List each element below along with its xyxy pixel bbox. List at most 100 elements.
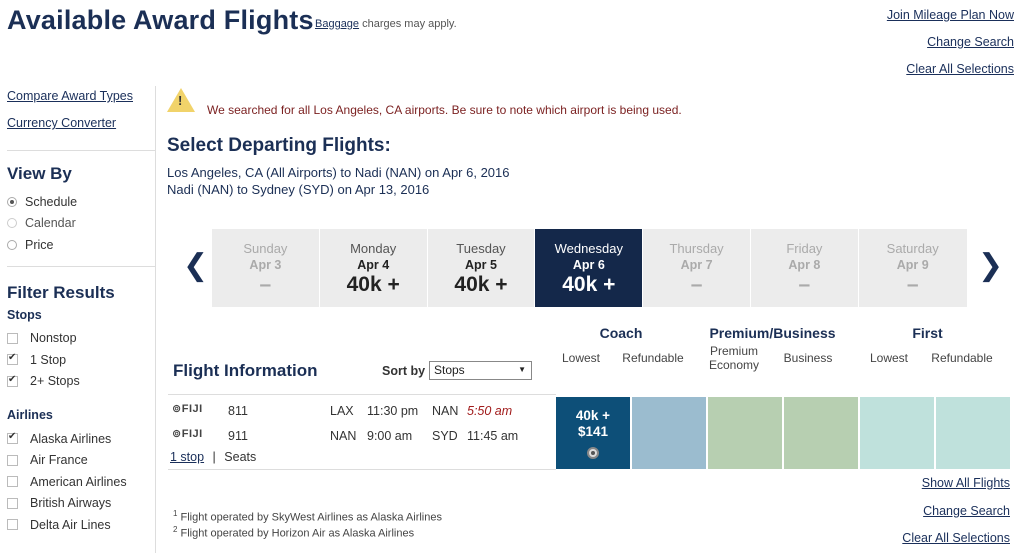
fare-coach-lowest[interactable]: 40k + $141 [556,397,630,469]
filter-air-france[interactable]: Air France [7,450,147,472]
filter-label: Air France [30,453,88,468]
view-option-label: Price [25,237,54,252]
stops-link[interactable]: 1 stop [170,450,205,464]
baggage-note-text: charges may apply. [359,18,457,30]
fare-coach-refundable [632,397,706,469]
date-day: Wednesday [554,241,623,256]
join-mileage-plan-link[interactable]: Join Mileage Plan Now [886,8,1014,22]
chevron-right-icon[interactable]: ❯ [978,249,1004,282]
checkbox-checked-icon[interactable] [7,431,18,445]
departure-time: 11:30 pm [367,404,419,418]
filter-label: Delta Air Lines [30,517,111,532]
flight-number: 811 [228,404,248,418]
date-cell-monday[interactable]: Monday Apr 4 40k + [319,229,428,307]
date-date: Apr 9 [896,258,929,272]
checkbox-checked-icon[interactable] [7,374,18,387]
date-cell-sunday[interactable]: Sunday Apr 3 – [212,229,320,307]
flight-number: 911 [228,429,248,443]
checkbox-icon[interactable] [7,476,18,488]
select-departing-title: Select Departing Flights: [167,135,391,156]
filter-nonstop[interactable]: Nonstop [7,328,147,350]
warning-icon-mark: ! [178,93,183,108]
show-all-flights-link[interactable]: Show All Flights [921,476,1010,490]
business-label: Business [783,351,833,365]
row-divider [168,394,556,395]
date-price: 40k + [454,273,508,296]
fare-first-refundable [936,397,1010,469]
date-day: Friday [786,241,823,256]
change-search-link-bottom[interactable]: Change Search [923,503,1010,518]
radio-icon[interactable] [7,239,17,250]
filter-2-plus-stops[interactable]: 2+ Stops [7,371,147,393]
change-search-link[interactable]: Change Search [927,35,1014,49]
fare-cash: $141 [577,424,609,439]
fare-first-lowest [860,397,934,469]
coach-refundable-label: Refundable [622,351,684,365]
date-cell-tuesday[interactable]: Tuesday Apr 5 40k + [427,229,536,307]
sidebar-separator [7,265,155,267]
compare-award-types-link[interactable]: Compare Award Types [7,89,133,103]
caret-down-icon: ▼ [518,365,526,374]
radio-icon[interactable] [7,218,17,229]
view-by-schedule[interactable]: Schedule [7,191,147,213]
filter-american-airlines[interactable]: American Airlines [7,471,147,493]
date-cell-friday[interactable]: Friday Apr 8 – [750,229,859,307]
clear-all-selections-link[interactable]: Clear All Selections [906,62,1014,76]
radio-icon[interactable] [7,196,17,207]
clear-all-selections-link-bottom[interactable]: Clear All Selections [902,531,1010,545]
date-day: Saturday [886,241,939,256]
sidebar: Compare Award Types Currency Converter V… [7,86,155,536]
date-cell-wednesday[interactable]: Wednesday Apr 6 40k + [535,229,644,307]
date-date: Apr 3 [249,258,282,272]
chevron-left-icon[interactable]: ❮ [183,249,209,282]
fare-radio-icon[interactable] [587,447,599,459]
date-day: Thursday [669,241,724,256]
alert-text: We searched for all Los Angeles, CA airp… [207,103,682,117]
first-header: First [912,325,943,341]
route-line: Los Angeles, CA (All Airports) to Nadi (… [167,165,510,180]
date-price: 40k + [562,273,616,296]
checkbox-icon[interactable] [7,519,18,531]
view-by-price[interactable]: Price [7,234,147,256]
baggage-note: Baggage charges may apply. [315,18,457,30]
flight-information-title: Flight Information [173,361,318,380]
date-price: 40k + [346,273,400,296]
view-by-calendar[interactable]: Calendar [7,213,147,235]
first-refundable-label: Refundable [931,351,993,365]
stops-heading: Stops [7,307,42,322]
airlines-heading: Airlines [7,408,53,422]
date-cell-thursday[interactable]: Thursday Apr 7 – [643,229,751,307]
seats-label: Seats [224,450,257,464]
departure-time: 9:00 am [367,429,413,443]
date-date: Apr 4 [357,258,390,272]
filter-label: Nonstop [30,331,77,346]
view-option-label: Schedule [25,194,78,209]
date-price: – [690,273,703,296]
filter-label: 2+ Stops [30,374,80,389]
currency-converter-link[interactable]: Currency Converter [7,116,117,130]
checkbox-icon[interactable] [7,454,18,466]
premium-business-header: Premium/Business [709,325,836,341]
filter-alaska-airlines[interactable]: Alaska Airlines [7,428,147,450]
checkbox-icon[interactable] [7,332,18,344]
origin-airport: NAN [330,429,357,443]
footnote: 1 Flight operated by SkyWest Airlines as… [173,509,442,524]
baggage-link[interactable]: Baggage [315,18,360,30]
date-date: Apr 5 [465,258,497,272]
filter-british-airways[interactable]: British Airways [7,493,147,515]
filter-1-stop[interactable]: 1 Stop [7,349,147,371]
destination-airport: NAN [432,404,459,418]
fare-miles: 40k + [575,408,611,423]
fiji-airways-logo: ⊚FIJI [172,403,203,415]
filter-label: 1 Stop [30,352,67,367]
date-date: Apr 7 [680,258,713,272]
checkbox-icon[interactable] [7,497,18,509]
filter-label: Alaska Airlines [30,431,112,446]
page-title: Available Award Flights [7,5,314,35]
premium-economy-label: Premium Economy [708,344,760,372]
date-cell-saturday[interactable]: Saturday Apr 9 – [858,229,967,307]
checkbox-checked-icon[interactable] [7,352,18,366]
filter-delta-air-lines[interactable]: Delta Air Lines [7,514,147,536]
origin-airport: LAX [330,404,354,418]
sort-by-select[interactable]: Stops ▼ [429,361,532,380]
